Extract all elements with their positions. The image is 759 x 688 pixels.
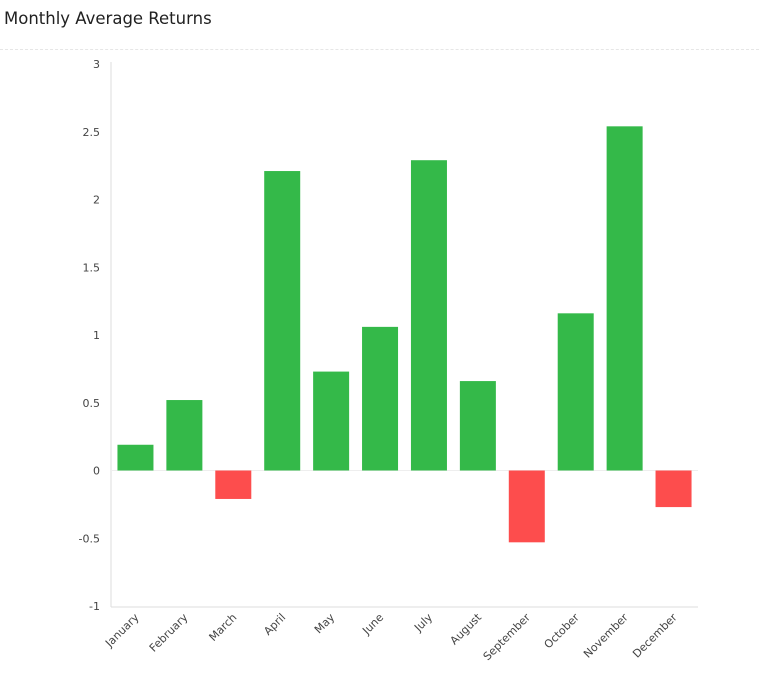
x-tick-label: April bbox=[261, 611, 288, 638]
bar-august[interactable] bbox=[459, 381, 496, 471]
x-axis-labels: January February March April May June July Augu… bbox=[102, 610, 680, 663]
chart-title: Monthly Average Returns bbox=[4, 9, 212, 28]
x-tick-label: January bbox=[102, 611, 142, 651]
bar-september[interactable] bbox=[508, 470, 545, 543]
x-tick-label: August bbox=[448, 610, 485, 647]
bar-november[interactable] bbox=[606, 126, 643, 471]
y-tick-label: -0.5 bbox=[79, 532, 100, 545]
bar-june[interactable] bbox=[362, 326, 399, 471]
bar-series bbox=[117, 126, 692, 543]
x-tick-label: October bbox=[542, 611, 583, 652]
bar-july[interactable] bbox=[410, 160, 447, 471]
x-tick-label: February bbox=[147, 611, 191, 655]
x-tick-label: September bbox=[481, 611, 534, 664]
bar-february[interactable] bbox=[166, 400, 203, 471]
y-axis-ticks: 3 2.5 2 1.5 1 0.5 0 -0.5 -1 bbox=[79, 58, 100, 613]
bar-january[interactable] bbox=[117, 444, 154, 471]
bar-october[interactable] bbox=[557, 313, 594, 471]
x-tick-label: June bbox=[359, 611, 386, 638]
bar-april[interactable] bbox=[264, 171, 301, 471]
bar-may[interactable] bbox=[313, 371, 350, 471]
x-tick-label: November bbox=[581, 611, 631, 661]
y-tick-label: 0.5 bbox=[83, 397, 101, 410]
chart-header: Monthly Average Returns bbox=[0, 0, 759, 50]
y-tick-label: 0 bbox=[93, 465, 100, 478]
bar-march[interactable] bbox=[215, 470, 252, 499]
x-tick-label: July bbox=[411, 611, 435, 635]
x-tick-label: May bbox=[312, 611, 338, 637]
bar-december[interactable] bbox=[655, 470, 692, 508]
y-tick-label: 1 bbox=[93, 329, 100, 342]
x-tick-label: December bbox=[630, 611, 680, 661]
y-tick-label: 2.5 bbox=[83, 126, 101, 139]
x-tick-label: March bbox=[206, 611, 239, 644]
y-tick-label: 3 bbox=[93, 58, 100, 71]
y-tick-label: 1.5 bbox=[83, 261, 101, 274]
y-tick-label: -1 bbox=[89, 600, 100, 613]
y-tick-label: 2 bbox=[93, 194, 100, 207]
